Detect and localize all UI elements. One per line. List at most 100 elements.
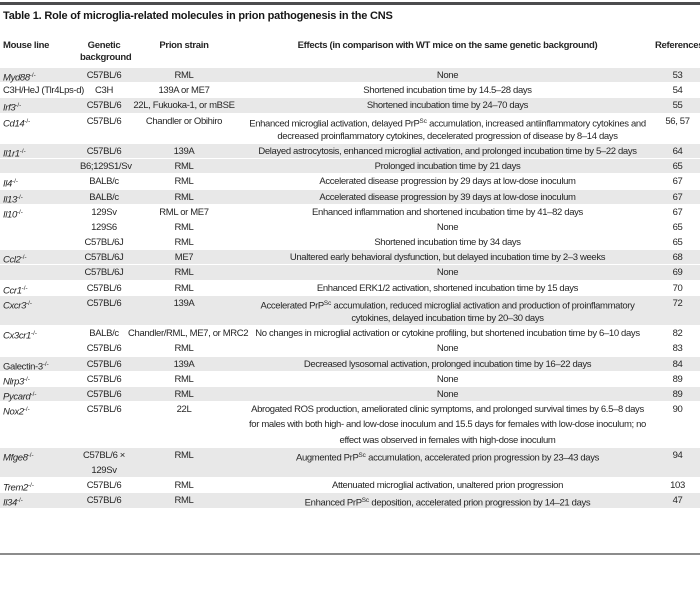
table-row: C3H/HeJ (Tlr4Lps-d) C3H 139A or ME7 Shorten…: [0, 83, 700, 98]
table-row: Nox2-/- C57BL/6 22L Abrogated ROS productio…: [0, 402, 700, 448]
table-row: B6;129S1/Sv RML Prolonged incubation time …: [0, 159, 700, 175]
effects-cell: None: [436, 70, 459, 81]
prion-strain-cell: RML: [174, 191, 194, 203]
effects-cell: Prolonged incubation time by 21 days: [374, 161, 521, 173]
prion-strain-cell: RML: [174, 480, 194, 492]
mouse-line-cell: [0, 341, 80, 356]
references-cell: 65: [672, 161, 683, 173]
references-cell: 89: [672, 388, 683, 400]
column-header-effects: Effects (in comparison with WT mice on t…: [297, 40, 598, 51]
references-cell: 55: [672, 100, 683, 112]
table-row: C57BL/6 RML None 83: [0, 341, 700, 356]
genetic-background-cell: C57BL/6: [86, 373, 122, 385]
table-row: Mfge8-/- C57BL/6 × 129Sv RML Augmented PrPSc…: [0, 447, 700, 479]
table-top-rule: [0, 2, 700, 5]
table-row: Galectin-3-/- C57BL/6 139A Decreased lysoso…: [0, 356, 700, 372]
effects-cell: Accelerated disease progression by 39 da…: [319, 191, 576, 203]
genetic-background-cell: B6;129S1/Sv: [80, 161, 132, 173]
references-cell: 67: [672, 191, 683, 203]
genetic-background-cell: C57BL/6: [86, 495, 122, 507]
mouse-line-cell: Irf3-/-: [3, 102, 22, 114]
genetic-background-cell: C57BL/6 × 129Sv: [82, 449, 125, 476]
prion-strain-cell: ME7: [174, 252, 194, 264]
prion-strain-cell: RML: [174, 237, 194, 249]
mouse-line-cell: Galectin-3-/-: [3, 360, 49, 372]
genetic-background-cell: 129S6: [91, 221, 117, 233]
mouse-line-cell: Il10-/-: [3, 208, 23, 220]
mouse-line-cell: Myd88-/-: [3, 72, 36, 84]
mouse-line-cell: Nox2-/-: [3, 406, 30, 418]
prion-strain-cell: RML or ME7: [159, 206, 209, 218]
mouse-line-cell: [0, 265, 80, 280]
table-header-row: Mouse line Genetic background Prion stra…: [0, 40, 700, 68]
table-row: 129S6 RML None 65: [0, 220, 700, 235]
effects-cell: Abrogated ROS production, ameliorated cl…: [249, 404, 646, 446]
genetic-background-cell: C57BL/6: [86, 115, 122, 127]
genetic-background-cell: BALB/c: [89, 191, 119, 203]
table: Mouse line Genetic background Prion stra…: [0, 40, 700, 509]
prion-strain-cell: Chandler or Obihiro: [145, 115, 223, 127]
prion-strain-cell: RML: [174, 282, 194, 294]
references-cell: 70: [672, 282, 683, 294]
table-row: Myd88-/- C57BL/6 RML None 53: [0, 68, 700, 84]
references-cell: 82: [672, 328, 683, 340]
genetic-background-cell: BALB/c: [89, 328, 119, 340]
genetic-background-cell: C57BL/6J: [84, 237, 124, 249]
prion-strain-cell: RML: [174, 449, 194, 461]
prion-strain-cell: RML: [174, 388, 194, 400]
table-row: Cx3cr1-/- BALB/c Chandler/RML, ME7, or MRC…: [0, 326, 700, 341]
effects-cell: Augmented PrPSc accumulation, accelerate…: [295, 451, 600, 464]
mouse-line-cell: Cxcr3-/-: [3, 299, 33, 312]
mouse-line-cell: Il13-/-: [3, 193, 23, 205]
mouse-line-cell: Il4-/-: [3, 178, 18, 190]
column-header-prion-strain: Prion strain: [159, 40, 209, 51]
prion-strain-cell: RML: [174, 221, 194, 233]
effects-cell: Shortened incubation time by 24–70 days: [366, 100, 529, 112]
effects-cell: Shortened incubation time by 34 days: [374, 237, 521, 249]
genetic-background-cell: C57BL/6: [86, 100, 122, 112]
effects-cell: Enhanced ERK1/2 activation, shortened in…: [316, 282, 579, 294]
mouse-line-cell: [0, 159, 80, 174]
table-row: Ccr1-/- C57BL/6 RML Enhanced ERK1/2 activat…: [0, 281, 700, 296]
column-header-references: References: [655, 40, 700, 51]
effects-cell: None: [436, 373, 459, 385]
prion-strain-cell: RML: [174, 373, 194, 385]
references-cell: 53: [672, 70, 683, 81]
mouse-line-cell: Il34-/-: [3, 497, 23, 509]
table-row: Cd14-/- C57BL/6 Chandler or Obihiro Enhance…: [0, 114, 700, 144]
references-cell: 83: [672, 343, 683, 355]
references-cell: 89: [672, 373, 683, 385]
references-cell: 65: [672, 237, 683, 249]
table-row: Pycard-/- C57BL/6 RML None 89: [0, 386, 700, 403]
prion-strain-cell: 22L, Fukuoka-1, or mBSE: [133, 100, 235, 112]
mouse-line-cell: Mfge8-/-: [3, 451, 34, 464]
effects-cell: None: [436, 343, 459, 355]
genetic-background-cell: C57BL/6: [86, 297, 122, 309]
effects-cell: Attenuated microglial activation, unalte…: [331, 480, 564, 492]
mouse-line-cell: Il1r1-/-: [3, 147, 26, 160]
prion-strain-cell: RML: [174, 267, 194, 279]
mouse-line-cell: Cd14-/-: [3, 117, 31, 130]
prion-strain-cell: RML: [174, 176, 194, 188]
references-cell: 72: [672, 297, 683, 309]
references-cell: 69: [672, 267, 683, 279]
prion-strain-cell: 139A: [173, 297, 195, 309]
prion-strain-cell: Chandler/RML, ME7, or MRC2: [128, 328, 249, 340]
mouse-line-cell: Cx3cr1-/-: [3, 330, 37, 342]
table-row: C57BL/6J RML Shortened incubation time by …: [0, 235, 700, 250]
table-row: Il1r1-/- C57BL/6 139A Delayed astrocytosis,…: [0, 143, 700, 160]
genetic-background-cell: C57BL/6: [86, 358, 122, 370]
table-row: Ccl2-/- C57BL/6J ME7 Unaltered early behavi…: [0, 250, 700, 266]
genetic-background-cell: C57BL/6: [86, 480, 122, 492]
table-row: Nlrp3-/- C57BL/6 RML None 89: [0, 372, 700, 387]
references-cell: 65: [672, 221, 683, 233]
mouse-line-cell: [0, 220, 80, 235]
genetic-background-cell: C57BL/6J: [84, 267, 124, 279]
table-row: Irf3-/- C57BL/6 22L, Fukuoka-1, or mBSE Sho…: [0, 98, 700, 114]
table-bottom-rule: [0, 553, 700, 555]
references-cell: 56, 57: [665, 115, 690, 127]
genetic-background-cell: C57BL/6: [86, 70, 122, 81]
effects-cell: Delayed astrocytosis, enhanced microglia…: [258, 145, 637, 157]
effects-cell: Enhanced PrPSc deposition, accelerated p…: [304, 497, 591, 509]
references-cell: 103: [670, 480, 685, 492]
